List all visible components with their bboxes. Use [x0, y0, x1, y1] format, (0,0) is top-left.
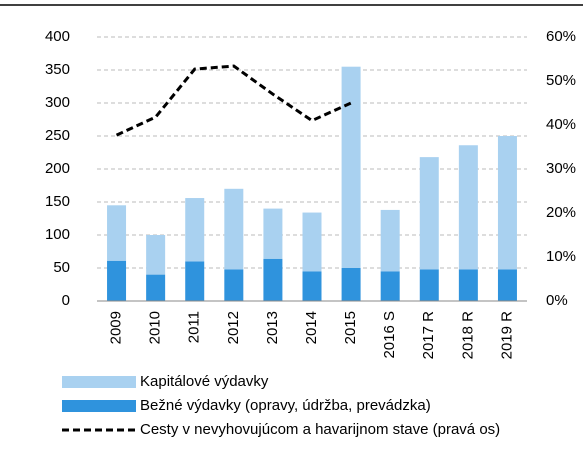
x-tick-label: 2011: [186, 311, 203, 343]
y-tick-label: 50: [53, 259, 70, 276]
legend-label: Cesty v nevyhovujúcom a havarijnom stave…: [140, 421, 500, 438]
x-tick-label: 2010: [147, 311, 164, 344]
y-tick-label: 350: [45, 61, 70, 78]
x-tick-label: 2016 S: [381, 311, 398, 359]
bar: [419, 269, 439, 301]
y-tick-label: 200: [45, 160, 70, 177]
bar: [419, 157, 439, 270]
x-tick-label: 2012: [225, 311, 242, 344]
bar: [224, 188, 244, 270]
y2-tick-label: 50%: [546, 72, 576, 89]
line: [115, 64, 352, 137]
bar: [185, 198, 205, 262]
y-tick-label: 300: [45, 94, 70, 111]
bar: [497, 136, 517, 270]
bar: [341, 268, 361, 301]
bar: [458, 269, 478, 301]
bar: [146, 274, 166, 301]
bar: [341, 66, 361, 268]
bar: [458, 145, 478, 270]
y2-tick-label: 60%: [546, 28, 576, 45]
y-tick-label: 100: [45, 226, 70, 243]
y2-tick-label: 30%: [546, 160, 576, 177]
bar: [263, 258, 283, 301]
bar: [380, 209, 400, 272]
legend-label: Bežné výdavky (opravy, údržba, prevádzka…: [140, 397, 431, 414]
y-tick-label: 250: [45, 127, 70, 144]
y2-tick-label: 0%: [546, 292, 568, 309]
bar: [107, 205, 127, 261]
x-tick-label: 2015: [342, 311, 359, 344]
bar: [224, 269, 244, 301]
y-tick-label: 0: [62, 292, 70, 309]
legend-swatch: [62, 400, 136, 412]
y2-tick-label: 10%: [546, 248, 576, 265]
x-tick-label: 2009: [108, 311, 125, 344]
x-tick-label: 2017 R: [420, 311, 437, 360]
bar: [263, 208, 283, 259]
bar: [185, 261, 205, 301]
y-tick-label: 400: [45, 28, 70, 45]
legend-label: Kapitálové výdavky: [140, 373, 269, 390]
x-tick-label: 2013: [264, 311, 281, 344]
bar: [302, 271, 322, 301]
y-tick-label: 150: [45, 193, 70, 210]
bar: [146, 235, 166, 275]
bar: [380, 271, 400, 301]
x-tick-label: 2018 R: [459, 311, 476, 360]
x-tick-label: 2014: [303, 311, 320, 344]
bar: [497, 269, 517, 301]
bar: [107, 260, 127, 301]
y2-tick-label: 20%: [546, 204, 576, 221]
y2-tick-label: 40%: [546, 116, 576, 133]
x-tick-label: 2019 R: [498, 311, 515, 360]
legend-swatch: [62, 376, 136, 388]
bar: [302, 212, 322, 272]
